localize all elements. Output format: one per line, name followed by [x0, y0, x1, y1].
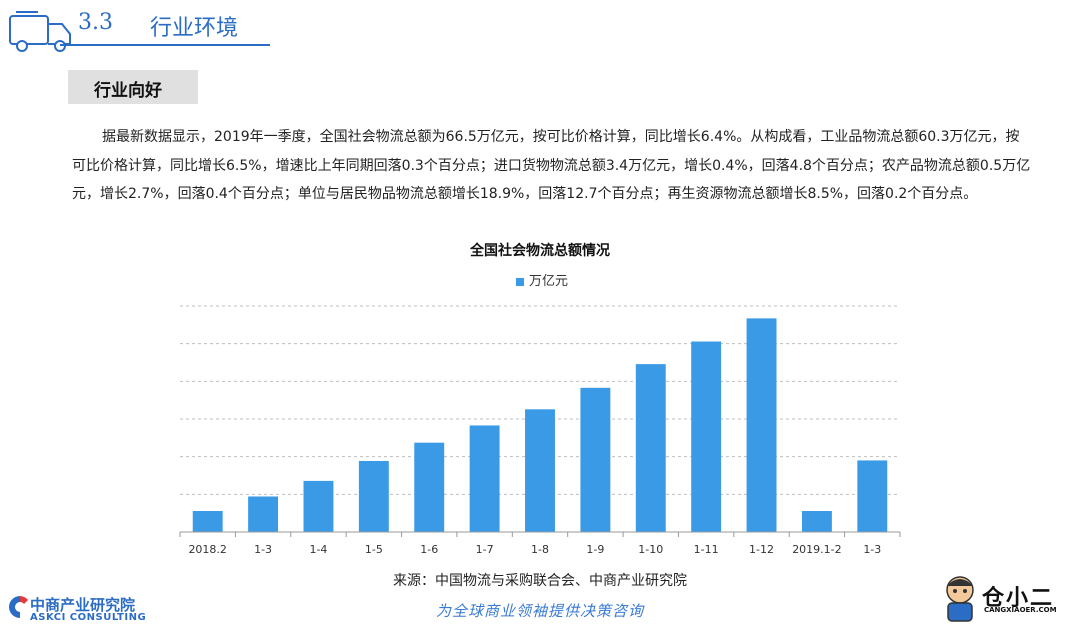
askci-logo-name: 中商产业研究院 — [30, 596, 136, 614]
askci-logo-icon — [9, 596, 28, 618]
legend-label: 万亿元 — [529, 274, 569, 289]
cangxiaoer-site: CANGXIAOER.COM — [984, 606, 1057, 614]
x-tick-label: 2019.1-2 — [792, 543, 841, 556]
title-underline — [60, 44, 270, 46]
askci-logo-english: ASKCI CONSULTING — [30, 612, 147, 623]
bar — [801, 511, 832, 532]
bar — [525, 409, 555, 532]
source-note: 来源：中国物流与采购联合会、中商产业研究院 — [393, 573, 687, 589]
bar — [358, 460, 389, 532]
bar — [691, 341, 722, 532]
bar — [580, 387, 611, 532]
bar — [469, 425, 500, 532]
subheading-box: 行业向好 — [68, 70, 198, 104]
x-tick-label: 1-3 — [863, 543, 881, 556]
x-tick-label: 1-10 — [638, 543, 663, 556]
section-title: 行业环境 — [150, 16, 239, 41]
section-number: 3.3 — [78, 10, 113, 35]
x-tick-label: 1-3 — [254, 543, 272, 556]
x-tick-label: 1-9 — [586, 543, 604, 556]
x-tick-label: 1-7 — [476, 543, 494, 556]
bar — [414, 442, 445, 532]
x-tick-label: 1-5 — [365, 543, 383, 556]
subheading-text: 行业向好 — [94, 81, 162, 101]
bar — [857, 460, 888, 532]
x-tick-label: 1-8 — [531, 543, 549, 556]
x-tick-label: 1-11 — [694, 543, 719, 556]
x-tick-label: 1-12 — [749, 543, 774, 556]
x-tick-labels: 2018.2 1-3 1-4 1-5 1-6 1-7 1-8 1-9 1-10 1-11 1-12 2… — [179, 532, 901, 556]
bar — [746, 318, 777, 532]
chart-title: 全国社会物流总额情况 — [470, 243, 610, 259]
x-tick-label: 1-6 — [420, 543, 438, 556]
slogan: 为全球商业领袖提供决策咨询 — [435, 602, 644, 620]
body-paragraph: 据最新数据显示，2019年一季度，全国社会物流总额为66.5万亿元，按可比价格计… — [72, 129, 1031, 202]
bar — [248, 496, 279, 532]
x-tick-label: 1-4 — [309, 543, 327, 556]
bar — [635, 364, 666, 532]
legend-swatch — [516, 277, 524, 286]
chart-legend: 万亿元 — [516, 270, 568, 289]
bar — [303, 480, 334, 532]
bar — [192, 511, 223, 532]
mascot-icon — [946, 576, 974, 622]
x-tick-label: 2018.2 — [188, 543, 227, 556]
cangxiaoer-logo-name: 仓小二 — [982, 586, 1055, 611]
bars — [192, 318, 888, 532]
